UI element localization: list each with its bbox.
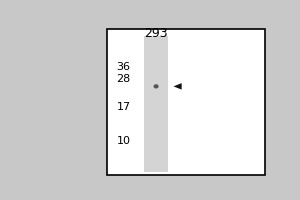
Text: 293: 293 — [144, 27, 168, 40]
Bar — [107, 29, 266, 175]
Bar — [145, 36, 168, 172]
Polygon shape — [173, 83, 182, 90]
Text: 36: 36 — [116, 62, 130, 72]
Text: 28: 28 — [116, 74, 130, 84]
Ellipse shape — [154, 84, 159, 89]
Text: 17: 17 — [116, 102, 130, 112]
Text: 10: 10 — [116, 136, 130, 146]
